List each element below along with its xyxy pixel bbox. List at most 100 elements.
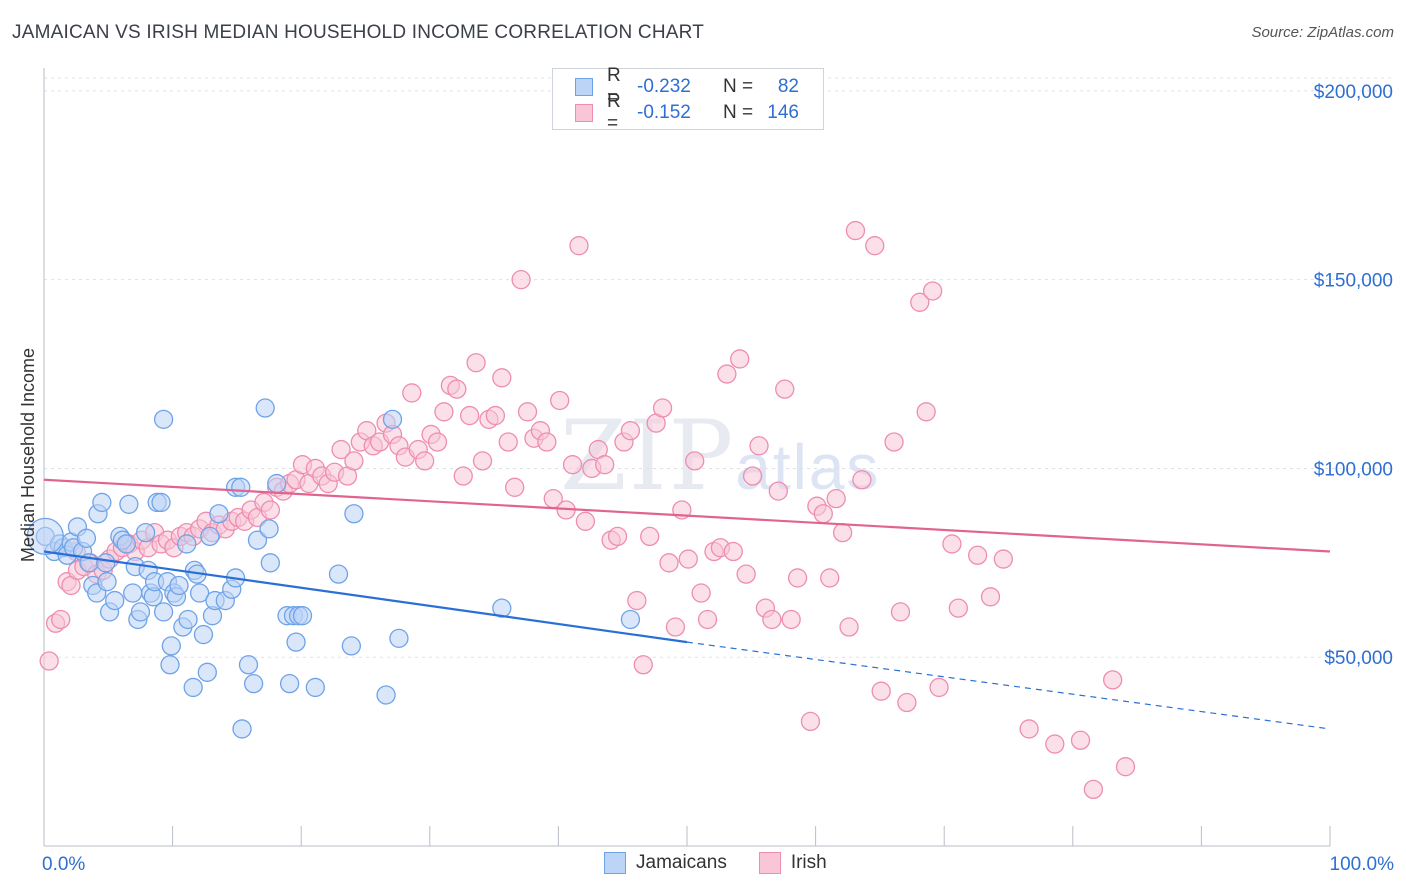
irish-point (993, 549, 1014, 569)
jamaican-point-large (26, 517, 64, 556)
y-tick-label: $100,000 (1314, 459, 1393, 480)
jamaican-point (255, 398, 275, 418)
irish-point (447, 379, 467, 399)
jamaican-point (151, 492, 171, 513)
jamaican-point (177, 534, 197, 554)
legend-n-label: N = (723, 102, 754, 123)
jamaican-point (243, 673, 264, 694)
legend-swatch-jamaicans (575, 78, 593, 96)
irish-point (620, 421, 641, 441)
irish-point (402, 383, 422, 403)
legend-n-value: 146 (767, 102, 799, 123)
jamaican-point (231, 477, 251, 497)
legend-r-value: -0.232 (637, 76, 691, 97)
y-tick-label: $150,000 (1314, 271, 1393, 292)
watermark-zip: ZIP (560, 400, 736, 512)
trend-lines (43, 478, 1331, 730)
irish-point (781, 609, 801, 630)
jamaican-point (197, 662, 217, 682)
jamaican-point (97, 572, 117, 592)
jamaican-point (209, 504, 229, 524)
series-legend: Jamaicans Irish (604, 852, 859, 874)
jamaican-trend-line (43, 550, 688, 644)
irish-point (826, 488, 846, 509)
irish-point (865, 236, 885, 256)
irish-point (685, 451, 705, 471)
jamaican-point (267, 473, 287, 494)
jamaican-trend-extension (686, 641, 1331, 730)
jamaican-point (292, 606, 313, 626)
irish-points (39, 220, 1136, 800)
irish-point (723, 541, 743, 562)
irish-point (485, 405, 506, 426)
legend-n-value: 82 (777, 76, 799, 97)
jamaican-point (116, 534, 136, 554)
legend-item-irish[interactable]: Irish (758, 852, 827, 874)
axes (43, 68, 1331, 847)
jamaican-point (286, 632, 306, 652)
irish-point (775, 379, 795, 399)
legend-r-label: R = (607, 91, 621, 134)
jamaican-point (178, 609, 198, 630)
legend-item-jamaicans[interactable]: Jamaicans (604, 852, 727, 874)
irish-point (762, 609, 782, 630)
irish-point (640, 526, 660, 547)
jamaican-point (247, 530, 268, 550)
irish-point (768, 481, 788, 501)
irish-point (652, 398, 673, 418)
irish-point (1045, 734, 1065, 754)
y-tick-label: $50,000 (1324, 648, 1393, 669)
irish-point (505, 477, 525, 497)
jamaican-point (259, 519, 279, 539)
legend-row-jamaicans: R = -0.232 N = 82 (575, 65, 799, 108)
irish-point (897, 692, 917, 713)
irish-point (697, 609, 718, 630)
jamaican-point (96, 553, 116, 573)
jamaican-point (123, 583, 143, 603)
jamaican-point (376, 685, 396, 705)
jamaican-point (344, 504, 364, 524)
legend-label-irish: Irish (790, 852, 827, 873)
irish-point (569, 236, 589, 256)
jamaican-point (135, 522, 156, 543)
irish-point (39, 651, 59, 671)
jamaican-point (161, 636, 181, 656)
jamaican-point (105, 590, 125, 611)
irish-point (575, 511, 596, 531)
irish-point (871, 681, 891, 701)
jamaican-point (389, 628, 409, 648)
irish-point (929, 677, 949, 698)
irish-point (607, 526, 628, 547)
jamaican-point (328, 564, 349, 584)
irish-point (427, 432, 448, 452)
jamaican-point (279, 673, 300, 694)
irish-point (800, 711, 821, 732)
jamaican-point (260, 553, 280, 573)
legend-swatch-irish (575, 104, 593, 122)
legend-swatch-irish (758, 852, 781, 874)
legend-n-label: N = (723, 76, 754, 97)
y-axis-label: Median Household Income (18, 348, 38, 562)
irish-point (717, 364, 737, 384)
irish-point (260, 500, 280, 520)
irish-point (492, 368, 512, 388)
chart-source: Source: ZipAtlas.com (1251, 24, 1394, 41)
irish-point (1115, 757, 1136, 777)
legend-swatch-jamaicans (604, 852, 626, 874)
irish-point (537, 432, 557, 452)
jamaican-point (193, 624, 214, 645)
irish-point (967, 545, 988, 565)
irish-point (678, 549, 698, 569)
irish-point (434, 402, 454, 422)
irish-point (942, 534, 962, 554)
irish-point (691, 583, 711, 603)
irish-point (749, 436, 769, 456)
legend-label-jamaicans: Jamaicans (636, 852, 727, 873)
irish-point (344, 451, 364, 471)
jamaican-point (153, 602, 174, 622)
irish-point (550, 390, 570, 411)
irish-point (665, 617, 686, 637)
jamaican-points (26, 398, 641, 739)
irish-point (51, 609, 71, 630)
